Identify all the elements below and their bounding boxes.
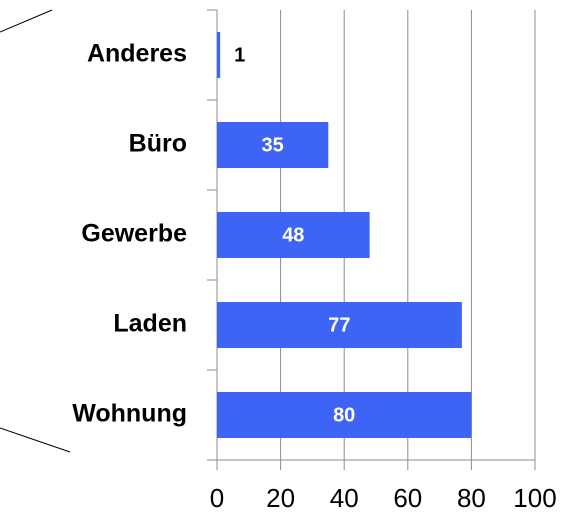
x-tick-label: 0 xyxy=(210,483,224,513)
data-label: 80 xyxy=(333,404,355,426)
bar xyxy=(217,32,221,78)
x-tick-label: 40 xyxy=(330,483,359,513)
data-label: 35 xyxy=(262,134,284,156)
decor-line xyxy=(0,9,53,33)
bar xyxy=(217,392,472,438)
data-label: 77 xyxy=(328,314,350,336)
decor-line xyxy=(0,427,71,453)
bar xyxy=(217,212,370,258)
data-label: 1 xyxy=(234,44,245,66)
x-tick-label: 60 xyxy=(393,483,422,513)
x-tick-label: 100 xyxy=(513,483,556,513)
y-tick-label: Büro xyxy=(129,130,187,158)
y-tick-label: Laden xyxy=(113,310,187,338)
y-tick-label: Gewerbe xyxy=(81,220,187,248)
x-tick-label: 20 xyxy=(266,483,295,513)
bar xyxy=(217,122,329,168)
x-tick-label: 80 xyxy=(457,483,486,513)
y-tick-label: Wohnung xyxy=(72,400,187,428)
data-label: 48 xyxy=(282,224,304,246)
bar xyxy=(217,302,462,348)
y-tick-label: Anderes xyxy=(87,40,187,68)
